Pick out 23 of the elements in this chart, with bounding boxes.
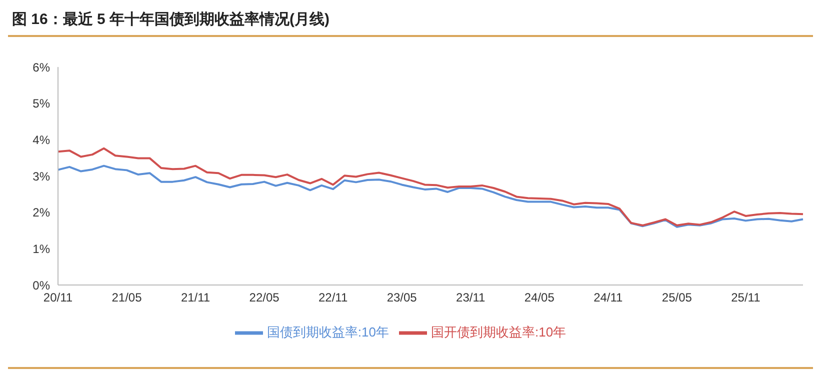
y-tick-label: 6%	[32, 60, 50, 74]
x-tick-label: 23/05	[386, 290, 418, 305]
x-tick-label: 22/11	[318, 290, 348, 305]
x-tick-label: 24/11	[594, 290, 624, 305]
x-tick-label: 24/05	[524, 290, 555, 305]
legend-label: 国债到期收益率:10年	[266, 324, 389, 340]
x-tick-label: 22/05	[249, 290, 280, 305]
y-tick-label: 0%	[32, 278, 50, 292]
chart-title: 图 16：最近 5 年十年国债到期收益率情况(月线)	[11, 10, 331, 30]
x-tick-label: 21/05	[112, 290, 142, 305]
x-tick-label: 20/11	[43, 290, 73, 305]
y-tick-label: 4%	[32, 132, 50, 147]
y-tick-label: 2%	[32, 206, 50, 220]
x-tick-label: 21/11	[180, 290, 210, 305]
y-tick-label: 5%	[32, 96, 50, 111]
legend-label: 国开债到期收益率:10年	[431, 324, 566, 340]
y-tick-label: 1%	[32, 242, 50, 256]
line-series	[57, 164, 804, 228]
line-series	[57, 147, 804, 226]
x-tick-label: 25/05	[662, 290, 692, 305]
y-tick-label: 3%	[32, 169, 50, 184]
x-tick-label: 23/11	[456, 290, 486, 305]
x-tick-label: 25/11	[731, 290, 761, 305]
